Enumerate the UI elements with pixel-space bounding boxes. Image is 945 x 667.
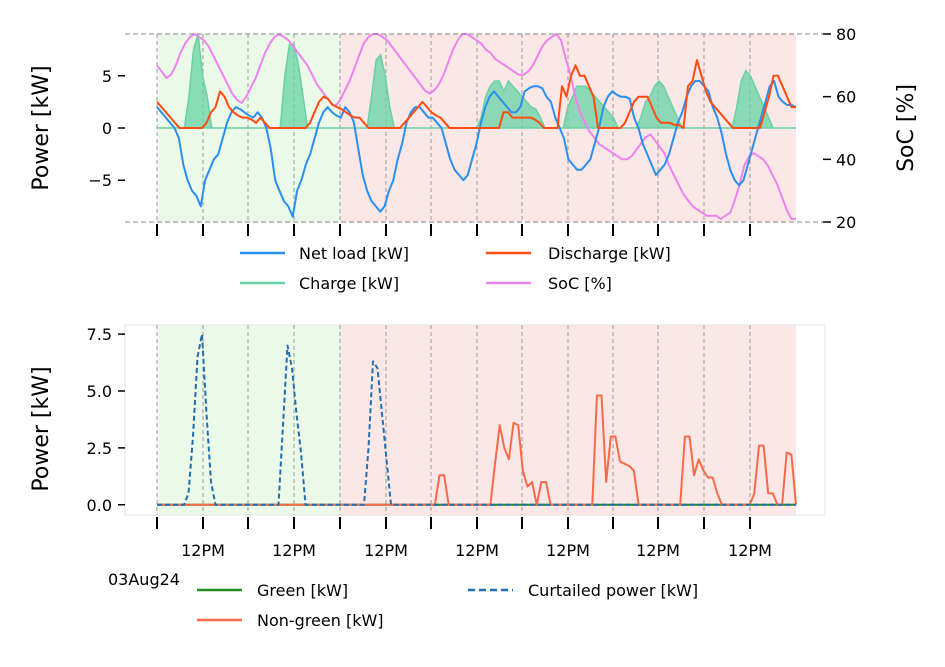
top-y2tick-label-0: 20: [836, 213, 856, 232]
top-y2-ticks: 20 40 60 80: [823, 25, 856, 232]
bottom-ytick-label-0: 0.0: [87, 496, 112, 515]
legend-label-discharge: Discharge [kW]: [548, 244, 671, 263]
bottom-xtick-label-1: 12PM: [272, 541, 316, 560]
top-series: [156, 33, 797, 220]
bottom-series: [157, 333, 797, 506]
top-panel: −5 0 5 20 40 60 80 Power [kW] SoC [%] Net loa…: [29, 25, 919, 293]
bottom-day-5: [613, 325, 705, 515]
bottom-x-start-label: 03Aug24: [108, 570, 180, 589]
bottom-x-ticks: 12PM 12PM 12PM 12PM 12PM 12PM 12PM: [156, 517, 772, 560]
legend-label-charge: Charge [kW]: [299, 274, 399, 293]
bottom-panel: 0.02.55.07.5 12PM 12PM 12PM 12PM 12PM 12PM 12P…: [29, 324, 826, 630]
legend-label-net-load: Net load [kW]: [299, 244, 409, 263]
bottom-ytick-label-1: 2.5: [87, 439, 112, 458]
bottom-ytick-label-3: 7.5: [87, 325, 112, 344]
top-legend: Net load [kW] Charge [kW] Discharge [kW]…: [240, 244, 671, 293]
bottom-y-ticks: 0.0 2.5 5.0 7.5: [87, 325, 125, 515]
bottom-y-axis-label: Power [kW]: [29, 366, 54, 491]
bottom-axes-frame: [124, 324, 826, 516]
bottom-ytick-label-2: 5.0: [87, 382, 112, 401]
bottom-legend: Green [kW] Curtailed power [kW] Non-gree…: [197, 581, 698, 630]
legend-label-non-green: Non-green [kW]: [257, 611, 384, 630]
bottom-day-gridlines: [156, 325, 751, 515]
series-soc: [156, 33, 796, 220]
series-discharge: [156, 59, 796, 129]
bottom-day-2: [339, 325, 431, 515]
top-ytick-label-1: 0: [102, 119, 112, 138]
top-y2-axis-label: SoC [%]: [894, 84, 919, 172]
legend-label-green: Green [kW]: [257, 581, 348, 600]
bottom-xtick-label-2: 12PM: [364, 541, 408, 560]
top-x-ticks: [156, 224, 751, 236]
top-ytick-label-2: 5: [102, 67, 112, 86]
legend-label-soc: SoC [%]: [548, 274, 612, 293]
top-y2tick-label-3: 80: [836, 25, 856, 44]
top-ytick-label-0: −5: [88, 171, 112, 190]
bottom-xtick-label-0: 12PM: [181, 541, 225, 560]
series-curtailed: [157, 333, 796, 506]
top-y-axis-label: Power [kW]: [29, 65, 54, 190]
bottom-xtick-label-6: 12PM: [728, 541, 772, 560]
series-charge: [157, 33, 796, 129]
legend-label-curtailed: Curtailed power [kW]: [528, 581, 698, 600]
bottom-xtick-label-3: 12PM: [455, 541, 499, 560]
bottom-xtick-label-5: 12PM: [636, 541, 680, 560]
bottom-xtick-label-4: 12PM: [546, 541, 590, 560]
top-y2tick-label-1: 40: [836, 150, 856, 169]
top-y-ticks: −5 0 5: [88, 67, 125, 190]
top-y2tick-label-2: 60: [836, 88, 856, 107]
